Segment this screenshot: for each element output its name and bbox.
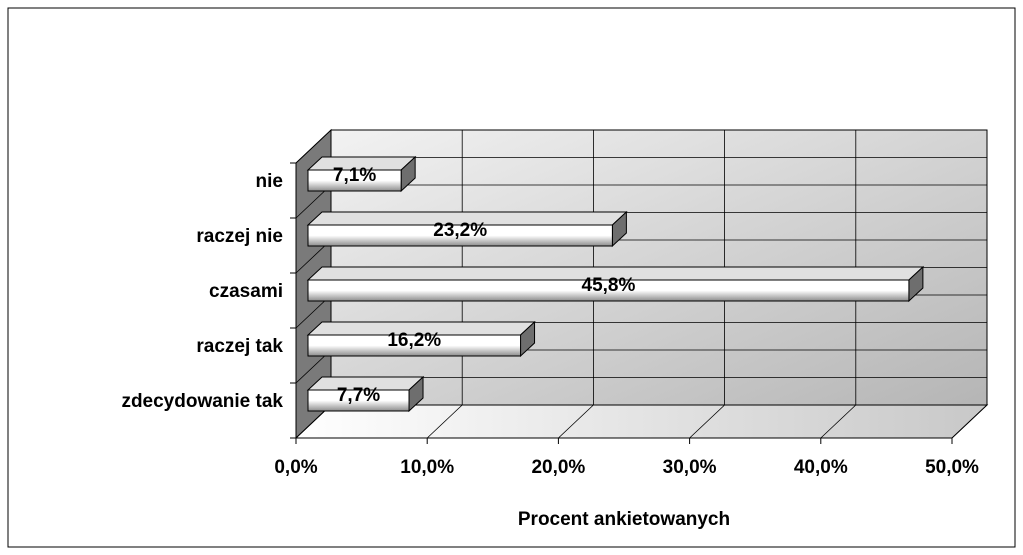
y-tick-label: raczej tak (196, 336, 283, 357)
value-label: 7,7% (337, 385, 380, 406)
bar (307, 334, 522, 357)
y-tick-label: nie (256, 171, 283, 192)
value-label: 16,2% (387, 330, 441, 351)
y-tick-label: czasami (209, 281, 283, 302)
floor-line (558, 404, 594, 439)
x-tick-label: 50,0% (925, 457, 979, 478)
floor-line (820, 404, 857, 439)
bar (307, 389, 410, 412)
value-label: 45,8% (582, 275, 636, 296)
x-axis-title: Procent ankietowanych (518, 509, 730, 530)
x-tick-label: 30,0% (663, 457, 717, 478)
floor-line (689, 404, 725, 439)
floor-line (426, 404, 463, 439)
bar (307, 224, 613, 247)
y-tick-label: zdecydowanie tak (121, 391, 283, 412)
side-line (295, 129, 332, 164)
value-label: 23,2% (433, 220, 487, 241)
x-tick-label: 0,0% (274, 457, 317, 478)
x-tick-label: 20,0% (531, 457, 585, 478)
value-label: 7,1% (333, 165, 376, 186)
x-tick-label: 10,0% (400, 457, 454, 478)
floor-line (951, 404, 988, 439)
bar (307, 169, 402, 192)
bar (307, 279, 910, 302)
y-tick-label: raczej nie (196, 226, 283, 247)
x-tick-label: 40,0% (794, 457, 848, 478)
